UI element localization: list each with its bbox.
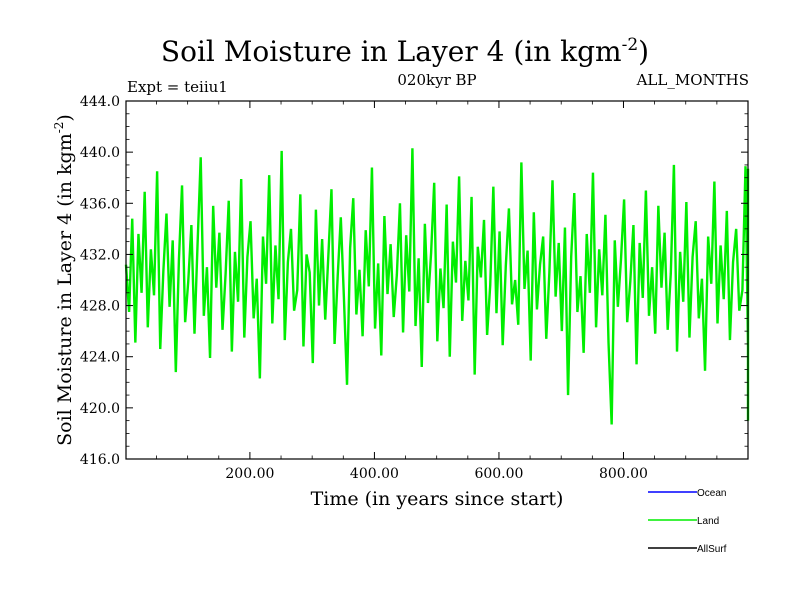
subtitle-right: ALL_MONTHS [636, 71, 749, 89]
y-tick-label: 424.0 [80, 350, 120, 366]
x-tick-label: 600.00 [474, 466, 523, 482]
subtitle-center: 020kyr BP [397, 71, 476, 89]
x-tick-label: 400.00 [350, 466, 399, 482]
y-tick-label: 436.0 [80, 196, 120, 212]
y-tick-label: 444.0 [80, 94, 120, 110]
series-line-land [124, 148, 750, 425]
legend: Ocean Land AllSurf [648, 488, 727, 555]
x-axis-label: Time (in years since start) [311, 488, 564, 510]
subtitle-left: Expt = teiiu1 [127, 78, 228, 96]
y-axis-label-close: ) [54, 114, 76, 121]
y-tick-label: 428.0 [80, 299, 120, 315]
y-tick-label: 432.0 [80, 247, 120, 263]
chart-title-close: ) [638, 35, 649, 68]
x-tick-label: 800.00 [599, 466, 648, 482]
series-layer [124, 148, 750, 425]
y-axis-label-superscript: -2 [52, 122, 66, 134]
chart-title-superscript: -2 [622, 35, 639, 55]
chart-title: Soil Moisture in Layer 4 (in kgm-2) [161, 35, 649, 68]
legend-label-allsurf: AllSurf [697, 544, 727, 555]
axes-layer: 416.0 420.0 424.0 428.0 432.0 436.0 440.0 444.0… [80, 94, 749, 482]
legend-label-land: Land [697, 516, 719, 527]
y-tick-label: 440.0 [80, 145, 120, 161]
y-tick-label: 416.0 [80, 452, 120, 468]
x-tick-label: 200.00 [225, 466, 274, 482]
y-axis-label: Soil Moisture in Layer 4 (in kgm-2) [52, 114, 76, 446]
y-tick-label: 420.0 [80, 401, 120, 417]
legend-label-ocean: Ocean [697, 488, 726, 499]
